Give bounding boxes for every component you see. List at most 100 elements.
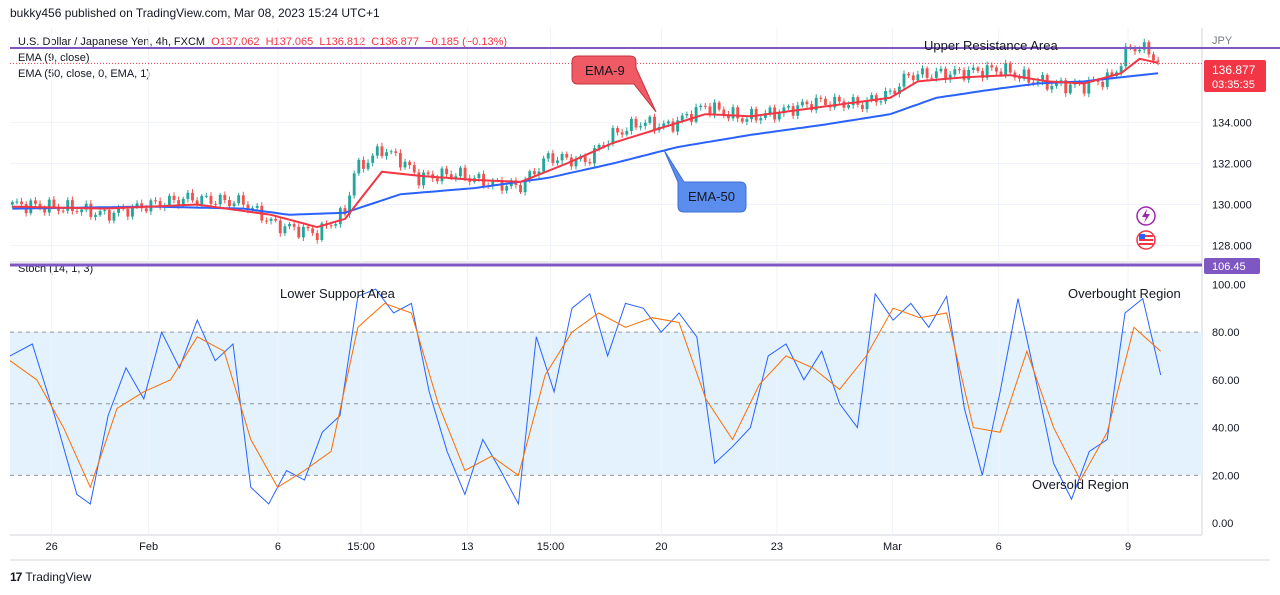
candle-body — [246, 204, 250, 210]
us-flag-icon[interactable] — [1136, 230, 1156, 250]
oversold-label: Oversold Region — [1032, 477, 1129, 492]
candle-body — [1124, 46, 1128, 67]
candle-body — [1119, 66, 1123, 73]
candle-body — [343, 208, 347, 215]
candle-body — [537, 171, 541, 175]
candle-body — [685, 113, 689, 116]
candle-body — [505, 186, 509, 191]
candle-body — [546, 153, 550, 159]
candle-body — [89, 203, 93, 217]
candle-body — [112, 212, 116, 221]
candle-body — [1027, 69, 1031, 83]
candle-body — [15, 201, 19, 203]
candle-body — [597, 145, 601, 149]
candle-body — [52, 199, 56, 208]
candle-body — [435, 178, 439, 182]
candle-body — [532, 171, 536, 175]
candle-body — [745, 119, 749, 122]
candle-body — [759, 118, 763, 121]
candle-body — [98, 211, 102, 216]
candle-body — [662, 123, 666, 127]
resistance-value: 106.45 — [1212, 261, 1246, 273]
upper-resistance-label: Upper Resistance Area — [924, 38, 1058, 53]
candle-body — [380, 146, 384, 157]
candle-body — [1156, 60, 1160, 62]
ema9-legend[interactable]: EMA (9, close) — [18, 52, 90, 64]
lightning-icon[interactable] — [1136, 206, 1156, 226]
candle-body — [366, 162, 370, 169]
candle-body — [722, 109, 726, 115]
candle-body — [338, 208, 342, 225]
candle-body — [204, 195, 208, 197]
candle-body — [833, 96, 837, 108]
ema50-line[interactable] — [12, 72, 1159, 216]
candle-body — [800, 101, 804, 106]
candle-body — [1022, 69, 1026, 79]
candle-body — [412, 165, 416, 173]
candle-body — [1018, 77, 1021, 79]
candle-body — [301, 226, 305, 238]
stoch-k-line[interactable] — [9, 288, 1162, 506]
candle-body — [135, 203, 139, 207]
candle-body — [255, 205, 259, 208]
lower-support-label: Lower Support Area — [280, 286, 396, 301]
candle-body — [787, 106, 790, 108]
overbought-label: Overbought Region — [1068, 286, 1181, 301]
candle-body — [893, 90, 897, 95]
candle-body — [269, 218, 273, 221]
candle-body — [454, 176, 458, 179]
candle-body — [218, 194, 222, 205]
candle-body — [967, 69, 971, 80]
candle-body — [1133, 47, 1137, 52]
candle-body — [847, 105, 850, 108]
resistance-value-badge — [1204, 258, 1260, 274]
stoch-d-line[interactable] — [9, 302, 1162, 489]
candle-body — [348, 195, 352, 215]
ema50-legend[interactable]: EMA (50, close, 0, EMA, 1) — [18, 68, 151, 80]
current-price-value: 136.877 — [1212, 63, 1256, 77]
time-tick-label: 6 — [275, 541, 281, 553]
candle-body — [653, 116, 656, 131]
candle-body — [10, 202, 14, 205]
time-tick-label: 9 — [1125, 541, 1131, 553]
candle-body — [177, 200, 181, 206]
tradingview-logo-icon: 17 — [10, 570, 22, 584]
candle-body — [616, 128, 619, 133]
candle-body — [740, 118, 744, 122]
candle-body — [491, 180, 495, 186]
candle-body — [167, 195, 171, 206]
candle-body — [593, 148, 596, 164]
candle-body — [209, 195, 213, 204]
footer-brand[interactable]: TradingView — [25, 570, 92, 584]
candle-body — [671, 121, 675, 132]
candle-body — [865, 100, 869, 110]
ema9-line[interactable] — [12, 57, 1159, 229]
symbol-name[interactable]: U.S. Dollar / Japanese Yen, 4h, FXCM — [18, 36, 206, 48]
candle-body — [727, 114, 730, 119]
candle-body — [542, 158, 546, 172]
price-tick-label: 128.000 — [1212, 241, 1252, 253]
candle-body — [195, 200, 199, 205]
candle-body — [181, 198, 185, 206]
candle-body — [57, 207, 60, 211]
candle-body — [713, 102, 717, 115]
candle-body — [884, 91, 887, 102]
candle-body — [911, 75, 915, 81]
candle-body — [408, 161, 412, 166]
candle-body — [33, 200, 37, 204]
stoch-tick-label: 80.00 — [1212, 327, 1240, 339]
footer: 17 TradingView — [10, 570, 91, 584]
axis-labels: 128.000 130.000 132.000 134.000 0.00 20.00 40.… — [1212, 117, 1252, 530]
candle-body — [1101, 81, 1105, 87]
candle-body — [777, 113, 781, 120]
candle-body — [736, 107, 740, 119]
candle-body — [385, 152, 388, 157]
published-header: bukky456 published on TradingView.com, M… — [10, 6, 380, 20]
candle-body — [551, 153, 555, 163]
time-tick-label: 13 — [461, 541, 473, 553]
candle-body — [223, 194, 227, 201]
candle-body — [639, 125, 643, 128]
candle-body — [763, 113, 767, 119]
candle-body — [375, 146, 379, 156]
